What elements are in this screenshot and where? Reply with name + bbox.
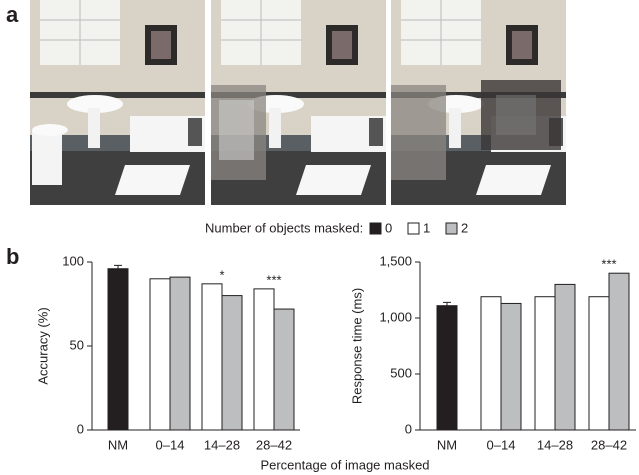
bar bbox=[481, 297, 501, 430]
x-axis-label: Percentage of image masked bbox=[260, 457, 429, 472]
bar bbox=[108, 269, 128, 430]
x-tick-label: NM bbox=[108, 437, 128, 452]
y-tick-label: 500 bbox=[390, 365, 412, 380]
y-tick-label: 1,500 bbox=[379, 253, 412, 268]
legend-label: 0 bbox=[385, 220, 392, 235]
bar bbox=[170, 277, 190, 430]
panel-label: b bbox=[6, 244, 19, 269]
legend-label: 1 bbox=[423, 220, 430, 235]
x-tick-label: NM bbox=[437, 437, 457, 452]
x-tick-label: 0–14 bbox=[487, 437, 516, 452]
bar bbox=[150, 279, 170, 430]
legend: 0 1 2 bbox=[370, 220, 468, 235]
x-tick-label: 0–14 bbox=[156, 437, 185, 452]
y-axis-label: Response time (ms) bbox=[349, 288, 364, 404]
bar bbox=[254, 289, 274, 430]
x-tick-label: 28–42 bbox=[591, 437, 627, 452]
x-tick-label: 14–28 bbox=[204, 437, 240, 452]
significance: *** bbox=[266, 272, 281, 287]
photo bbox=[30, 0, 205, 205]
figure: a Number of objects masked: 0 1 2 b Percen… bbox=[0, 0, 639, 475]
y-axis-label: Accuracy (%) bbox=[35, 307, 50, 384]
y-tick-label: 100 bbox=[62, 253, 84, 268]
bar bbox=[589, 297, 609, 430]
legend-title: Number of objects masked: bbox=[205, 220, 363, 235]
page: a Number of objects masked: 0 1 2 b Percen… bbox=[0, 0, 639, 475]
significance: * bbox=[219, 267, 224, 282]
error-bar bbox=[114, 265, 122, 268]
bar bbox=[274, 309, 294, 430]
y-tick-label: 0 bbox=[405, 421, 412, 436]
photo bbox=[211, 0, 386, 205]
bar bbox=[202, 284, 222, 430]
legend-swatch bbox=[446, 223, 457, 234]
legend-label: 2 bbox=[461, 220, 468, 235]
legend-swatch bbox=[408, 223, 419, 234]
legend-swatch bbox=[370, 223, 381, 234]
bar bbox=[501, 303, 521, 430]
panel-label: a bbox=[6, 2, 19, 27]
bar bbox=[609, 273, 629, 430]
error-bar bbox=[443, 302, 451, 305]
photo bbox=[391, 0, 566, 205]
bar bbox=[222, 296, 242, 430]
x-tick-label: 14–28 bbox=[537, 437, 573, 452]
y-tick-label: 0 bbox=[77, 421, 84, 436]
bar bbox=[535, 297, 555, 430]
bar bbox=[555, 284, 575, 430]
x-tick-label: 28–42 bbox=[256, 437, 292, 452]
y-tick-label: 1,000 bbox=[379, 309, 412, 324]
bar bbox=[437, 306, 457, 430]
y-tick-label: 50 bbox=[70, 337, 84, 352]
significance: *** bbox=[601, 257, 616, 272]
